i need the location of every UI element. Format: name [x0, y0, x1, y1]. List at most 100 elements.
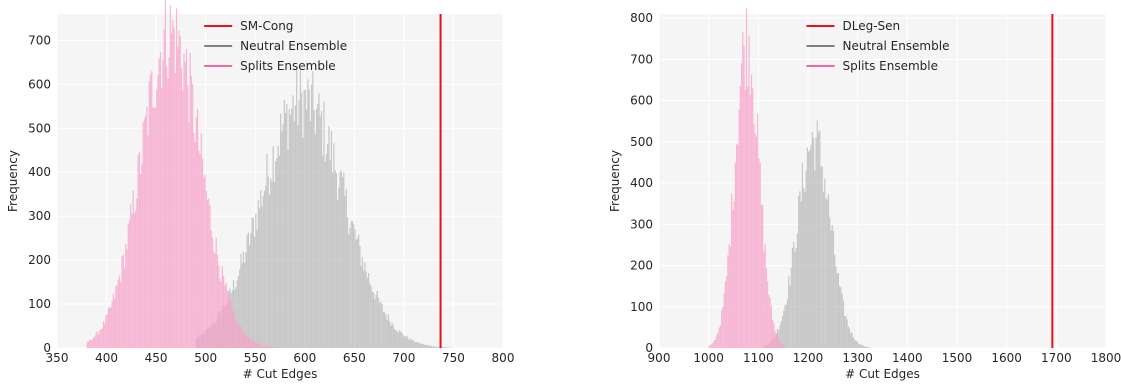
legend-label: DLeg-Sen [843, 19, 901, 33]
x-tick-label: 650 [343, 351, 366, 365]
histogram-bar [139, 152, 140, 348]
histogram-bar [325, 161, 326, 348]
histogram-bar [745, 90, 746, 348]
histogram-bar [372, 291, 373, 348]
histogram-bar [446, 347, 447, 348]
histogram-bar [239, 326, 240, 348]
histogram-bar [150, 74, 151, 348]
histogram-bar [823, 192, 824, 348]
histogram-bar [447, 347, 448, 348]
histogram-bar [336, 173, 337, 348]
histogram-bar [378, 298, 379, 348]
histogram-bar [834, 255, 835, 348]
x-tick-label: 750 [442, 351, 465, 365]
histogram-bar [445, 347, 446, 348]
histogram-bar [382, 304, 383, 348]
y-tick-label: 600 [630, 94, 653, 108]
histogram-bar [265, 186, 266, 348]
histogram-bar [772, 320, 773, 348]
histogram-bar [760, 163, 761, 348]
y-tick-label: 400 [630, 176, 653, 190]
x-tick-label: 1500 [942, 351, 973, 365]
histogram-bar [806, 171, 807, 348]
histogram-bar [238, 323, 239, 348]
histogram-bar [193, 133, 194, 348]
histogram-bar [170, 5, 171, 348]
histogram-bar [435, 347, 436, 348]
histogram-bar [830, 230, 831, 348]
histogram-bar [344, 196, 345, 348]
x-axis-label: # Cut Edges [243, 367, 318, 381]
histogram-bar [416, 342, 417, 348]
histogram-bar [726, 276, 727, 348]
histogram-bar [299, 100, 300, 348]
histogram-bar [274, 347, 275, 348]
histogram-bar [311, 84, 312, 348]
histogram-bar [373, 293, 374, 348]
histogram-bar [755, 134, 756, 348]
histogram-bar [92, 340, 93, 348]
histogram-bar [722, 307, 723, 348]
histogram-bar [807, 147, 808, 348]
histogram-bar [370, 286, 371, 348]
histogram-bar [247, 337, 248, 348]
histogram-bar [181, 68, 182, 348]
histogram-bar [844, 316, 845, 348]
histogram-bar [786, 305, 787, 348]
histogram-bar [256, 230, 257, 348]
histogram-bar [710, 345, 711, 348]
histogram-bar [124, 269, 125, 348]
histogram-bar [330, 161, 331, 348]
histogram-bar [149, 82, 150, 348]
histogram-bar [265, 346, 266, 348]
histogram-bar [768, 295, 769, 348]
y-tick-label: 600 [28, 77, 51, 91]
histogram-bar [202, 159, 203, 348]
histogram-bar [258, 343, 259, 348]
histogram-bar [752, 88, 753, 348]
histogram-bar [387, 320, 388, 348]
histogram-bar [97, 331, 98, 348]
histogram-bar [145, 116, 146, 348]
histogram-bar [315, 134, 316, 348]
histogram-bar [261, 345, 262, 348]
histogram-bar [147, 135, 148, 348]
histogram-bar [306, 109, 307, 348]
histogram-bar [274, 182, 275, 348]
histogram-bar [803, 188, 804, 348]
histogram-bar [104, 323, 105, 348]
histogram-bar [383, 312, 384, 348]
histogram-bar [89, 339, 90, 348]
histogram-bar [396, 331, 397, 348]
histogram-bar [828, 194, 829, 348]
histogram-bar [280, 113, 281, 348]
y-axis-label: Frequency [6, 150, 20, 212]
histogram-bar [377, 291, 378, 348]
histogram-bar [264, 191, 265, 348]
histogram-bar [243, 251, 244, 348]
histogram-bar [715, 340, 716, 348]
histogram-bar [357, 238, 358, 348]
histogram-bar [129, 220, 130, 348]
histogram-bar [393, 326, 394, 348]
histogram-bar [842, 294, 843, 348]
histogram-bar [252, 341, 253, 348]
histogram-bar [743, 46, 744, 348]
histogram-bar [195, 142, 196, 348]
histogram-bar [809, 149, 810, 348]
histogram-bar [196, 117, 197, 348]
histogram-bar [248, 336, 249, 348]
histogram-bar [832, 225, 833, 348]
legend-label: SM-Cong [240, 19, 293, 33]
histogram-bar [865, 346, 866, 348]
histogram-bar [135, 210, 136, 348]
histogram-bar [861, 345, 862, 348]
histogram-bar [356, 240, 357, 348]
histogram-bar [400, 332, 401, 348]
histogram-bar [798, 196, 799, 348]
histogram-bar [395, 330, 396, 348]
histogram-bar [845, 316, 846, 348]
histogram-bar [766, 268, 767, 348]
histogram-bar [796, 248, 797, 348]
